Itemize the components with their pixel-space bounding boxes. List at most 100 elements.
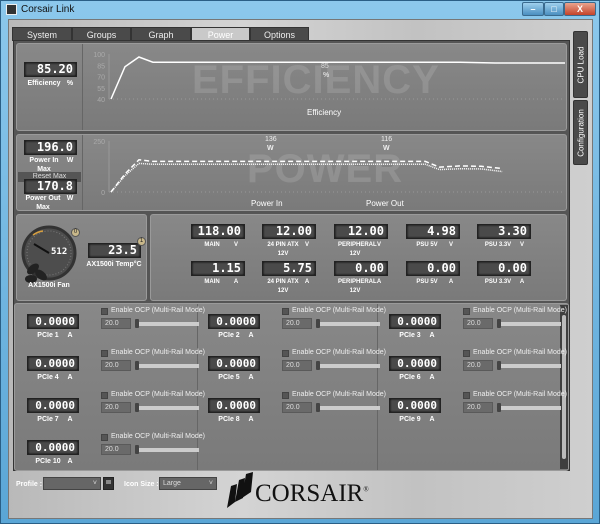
rail-display: 0.00 [406, 261, 460, 276]
power-in-display: 196.0 [24, 140, 77, 155]
fan-gauge [21, 225, 77, 283]
ocp-slider[interactable] [318, 322, 380, 326]
power-out-current-unit: W [383, 145, 390, 152]
ocp-limit-input[interactable]: 20.0 [101, 318, 131, 329]
ocp-checkbox[interactable] [282, 392, 289, 399]
ocp-checkbox[interactable] [463, 392, 470, 399]
ocp-limit-input[interactable]: 20.0 [101, 360, 131, 371]
ocp-slider-thumb[interactable] [497, 361, 501, 370]
pcie-unit: A [67, 416, 73, 423]
scrollbar-thumb[interactable] [562, 315, 566, 459]
ocp-slider-thumb[interactable] [135, 403, 139, 412]
power-page: 85.20 Efficiency % EFFICIENCY 100 85 70 55 4… [13, 40, 570, 471]
ocp-slider-thumb[interactable] [135, 445, 139, 454]
side-tab-label: Configuration [576, 108, 585, 157]
rail-unit: A [376, 279, 382, 285]
ocp-checkbox[interactable] [463, 350, 470, 357]
ocp-checkbox[interactable] [282, 308, 289, 315]
rail-display: 0.00 [477, 261, 531, 276]
icon-size-value: Large [163, 480, 181, 487]
ocp-slider[interactable] [137, 406, 199, 410]
efficiency-current: 85 [321, 63, 329, 70]
ocp-label: Enable OCP (Multi-Rail Mode) [111, 307, 206, 314]
ocp-slider-thumb[interactable] [316, 361, 320, 370]
ocp-checkbox[interactable] [101, 350, 108, 357]
ocp-checkbox[interactable] [282, 350, 289, 357]
window-title: Corsair Link [21, 4, 75, 15]
ocp-slider[interactable] [137, 448, 199, 452]
ocp-checkbox[interactable] [463, 308, 470, 315]
pcie-label: PCIe 8 [218, 416, 240, 423]
tab-groups[interactable]: Groups [72, 27, 131, 41]
rail-unit: A [233, 279, 239, 285]
minimize-button[interactable]: – [522, 2, 544, 16]
power-in-current-unit: W [267, 145, 274, 152]
title-bar[interactable]: Corsair Link – □ X [1, 1, 599, 19]
save-profile-button[interactable] [103, 477, 114, 490]
ocp-checkbox[interactable] [101, 308, 108, 315]
side-tab-configuration[interactable]: Configuration [573, 100, 588, 165]
ocp-slider[interactable] [137, 364, 199, 368]
side-tab-label: CPU Load [576, 46, 585, 83]
ocp-slider-thumb[interactable] [135, 361, 139, 370]
power-chart: 250 0 [93, 139, 565, 197]
ocp-limit-input[interactable]: 20.0 [282, 402, 312, 413]
power-in-label: Power In Max [29, 157, 59, 173]
scrollbar[interactable] [560, 305, 568, 469]
ocp-label: Enable OCP (Multi-Rail Mode) [292, 391, 387, 398]
fan-label: AX1500i Fan [28, 282, 70, 289]
ocp-slider[interactable] [499, 406, 561, 410]
ocp-limit-input[interactable]: 20.0 [463, 318, 493, 329]
rail-label: PSU 3.3V [484, 279, 512, 285]
ocp-slider-thumb[interactable] [316, 403, 320, 412]
rail-display: 1.15 [191, 261, 245, 276]
corsair-wordmark: CORSAIR® [255, 480, 369, 508]
tab-options[interactable]: Options [250, 27, 309, 41]
ocp-limit-input[interactable]: 20.0 [463, 402, 493, 413]
ocp-slider[interactable] [318, 406, 380, 410]
fan-icon [25, 263, 47, 283]
ocp-limit-input[interactable]: 20.0 [463, 360, 493, 371]
power-out-display: 170.8 [24, 179, 77, 194]
rail-label: PSU 5V [416, 279, 438, 285]
power-watermark: POWER [247, 147, 404, 191]
icon-size-select[interactable]: Large ˅ [159, 477, 217, 490]
ocp-slider[interactable] [318, 364, 380, 368]
ocp-slider-thumb[interactable] [135, 319, 139, 328]
series-line-power-out [110, 162, 503, 193]
ocp-limit-input[interactable]: 20.0 [101, 444, 131, 455]
efficiency-unit: % [66, 80, 74, 87]
ocp-slider-thumb[interactable] [497, 403, 501, 412]
profile-select[interactable]: ˅ [43, 477, 101, 490]
close-button[interactable]: X [564, 2, 596, 16]
pcie-label: PCIe 3 [399, 332, 421, 339]
tab-system[interactable]: System [12, 27, 72, 41]
ocp-slider[interactable] [499, 322, 561, 326]
ocp-limit-input[interactable]: 20.0 [101, 402, 131, 413]
ocp-limit-input[interactable]: 20.0 [282, 360, 312, 371]
ocp-slider-thumb[interactable] [497, 319, 501, 328]
ocp-slider-thumb[interactable] [316, 319, 320, 328]
ocp-limit-input[interactable]: 20.0 [282, 318, 312, 329]
y-tick-label: 55 [97, 86, 105, 93]
rail-label: PSU 3.3V [484, 242, 512, 248]
reset-max-button[interactable]: Reset Max [18, 172, 81, 182]
y-tick-label: 40 [97, 97, 105, 104]
temp-badge: 1 [137, 237, 146, 246]
ocp-label: Enable OCP (Multi-Rail Mode) [473, 307, 568, 314]
rail-display: 4.98 [406, 224, 460, 239]
client-area: System Groups Graph Power Options CPU Lo… [8, 19, 593, 519]
ocp-slider[interactable] [137, 322, 199, 326]
efficiency-legend: Efficiency [307, 108, 342, 117]
maximize-button[interactable]: □ [544, 2, 564, 16]
pcie-panel: 0.0000 PCIe 1 A Enable OCP (Multi-Rail M… [14, 303, 569, 471]
ocp-checkbox[interactable] [101, 434, 108, 441]
tab-graph[interactable]: Graph [131, 27, 191, 41]
ocp-slider[interactable] [499, 364, 561, 368]
efficiency-watermark: EFFICIENCY [192, 58, 440, 102]
ocp-checkbox[interactable] [101, 392, 108, 399]
pcie-display: 0.0000 [208, 356, 260, 371]
side-tab-cpu-load[interactable]: CPU Load [573, 31, 588, 98]
tab-power[interactable]: Power [191, 27, 250, 41]
